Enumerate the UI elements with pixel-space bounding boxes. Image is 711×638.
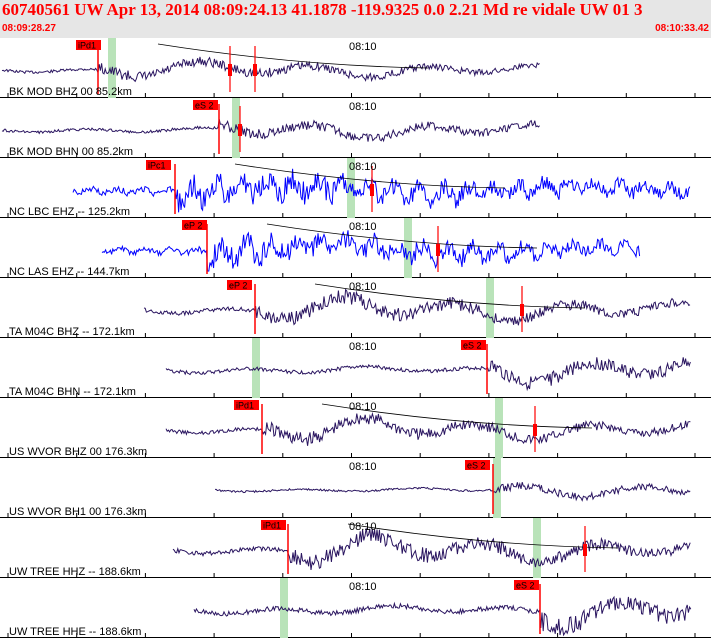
- trace-panel[interactable]: iPd1 08:10 US WVOR BHZ 00 176.3km: [0, 398, 711, 458]
- pick-label: iPc1: [148, 161, 166, 171]
- analysis-window: [404, 218, 412, 278]
- seismogram-panels: iPd1 08:10 BK MOD BHZ 00 85.2km eS 2 08:10 BK…: [0, 38, 711, 638]
- trace-panel[interactable]: eP 2 08:10 TA M04C BHZ -- 172.1km: [0, 278, 711, 338]
- station-label: US WVOR BHZ 00 176.3km: [9, 446, 147, 458]
- trace-panel[interactable]: iPd1 08:10 UW TREE HHZ -- 188.6km: [0, 518, 711, 578]
- pick-label-box: [261, 520, 286, 530]
- pick-label: eS 2: [195, 101, 214, 111]
- station-label: NC LBC EHZ -- 125.2km: [9, 206, 130, 218]
- analysis-window: [495, 398, 503, 458]
- station-label: US WVOR BH1 00 176.3km: [9, 506, 147, 518]
- arrival-curve: [266, 223, 538, 249]
- event-header: 60740561 UW Apr 13, 2014 08:09:24.13 41.…: [0, 0, 711, 38]
- waveform-trace: [165, 411, 691, 446]
- waveform-trace: [165, 357, 691, 392]
- pick-label: eS 2: [463, 341, 482, 351]
- waveform-trace: [193, 595, 692, 637]
- trace-panel[interactable]: eP 2 08:10 NC LAS EHZ -- 144.7km: [0, 218, 711, 278]
- pick-marker-box: [370, 184, 374, 196]
- start-time: 08:09:28.27: [2, 23, 56, 34]
- trace-panel[interactable]: eS 2 08:10 US WVOR BH1 00 176.3km: [0, 458, 711, 518]
- time-label: 08:10: [349, 341, 377, 353]
- pick-label-box: [227, 280, 252, 290]
- pick-label: iPd1: [78, 41, 96, 51]
- waveform-trace: [1, 56, 540, 83]
- trace-panel[interactable]: iPc1 08:10 NC LBC EHZ -- 125.2km: [0, 158, 711, 218]
- waveform-trace: [101, 230, 641, 272]
- arrival-curve: [314, 283, 586, 309]
- pick-label-box: [146, 160, 171, 170]
- pick-marker-box: [238, 124, 242, 136]
- waveform-trace: [172, 528, 691, 570]
- trace-panel[interactable]: eS 2 08:10 TA M04C BHN -- 172.1km: [0, 338, 711, 398]
- station-label: TA M04C BHZ -- 172.1km: [9, 326, 135, 338]
- time-label: 08:10: [349, 41, 377, 53]
- pick-label: eP 2: [229, 281, 247, 291]
- analysis-window: [232, 98, 240, 158]
- waveform-trace: [1, 118, 540, 143]
- arrival-curve: [321, 403, 593, 429]
- pick-label-box: [193, 100, 218, 110]
- station-label: TA M04C BHN -- 172.1km: [9, 386, 136, 398]
- pick-marker-box: [583, 544, 587, 556]
- pick-label-box: [76, 40, 101, 50]
- pick-label: iPd1: [263, 521, 281, 531]
- station-label: NC LAS EHZ -- 144.7km: [9, 266, 129, 278]
- time-label: 08:10: [349, 401, 377, 413]
- pick-marker-box: [253, 64, 257, 76]
- analysis-window: [486, 278, 494, 338]
- trace-panel[interactable]: eS 2 08:10 UW TREE HHE -- 188.6km: [0, 578, 711, 638]
- time-label: 08:10: [349, 101, 377, 113]
- station-label: UW TREE HHE -- 188.6km: [9, 626, 141, 638]
- time-label: 08:10: [349, 221, 377, 233]
- pick-label-box: [514, 580, 539, 590]
- analysis-window: [493, 458, 501, 518]
- time-label: 08:10: [349, 461, 377, 473]
- station-label: UW TREE HHZ -- 188.6km: [9, 566, 141, 578]
- time-label: 08:10: [349, 281, 377, 293]
- pick-label-box: [465, 460, 490, 470]
- analysis-window: [280, 578, 288, 638]
- pick-marker-box: [533, 424, 537, 436]
- station-label: BK MOD BHN 00 85.2km: [9, 146, 133, 158]
- analysis-window: [533, 518, 541, 578]
- pick-label: eS 2: [467, 461, 486, 471]
- waveform-trace: [215, 482, 691, 502]
- station-label: BK MOD BHZ 00 85.2km: [9, 86, 132, 98]
- pick-marker-box: [436, 244, 440, 256]
- pick-label: eP 2: [184, 221, 202, 231]
- time-label: 08:10: [349, 581, 377, 593]
- trace-panel[interactable]: eS 2 08:10 BK MOD BHN 00 85.2km: [0, 98, 711, 158]
- pick-label-box: [182, 220, 207, 230]
- pick-label-box: [461, 340, 486, 350]
- waveform-trace: [72, 168, 691, 213]
- pick-label: iPd1: [236, 401, 254, 411]
- waveform-trace: [143, 288, 691, 326]
- time-label: 08:10: [349, 521, 377, 533]
- time-label: 08:10: [349, 161, 377, 173]
- trace-panel[interactable]: iPd1 08:10 BK MOD BHZ 00 85.2km: [0, 38, 711, 98]
- pick-marker-box: [228, 64, 232, 76]
- pick-marker-box: [520, 304, 524, 316]
- pick-label-box: [234, 400, 259, 410]
- event-title: 60740561 UW Apr 13, 2014 08:09:24.13 41.…: [2, 0, 643, 19]
- arrival-curve: [157, 43, 429, 69]
- pick-label: eS 2: [516, 581, 535, 591]
- end-time: 08:10:33.42: [655, 23, 709, 34]
